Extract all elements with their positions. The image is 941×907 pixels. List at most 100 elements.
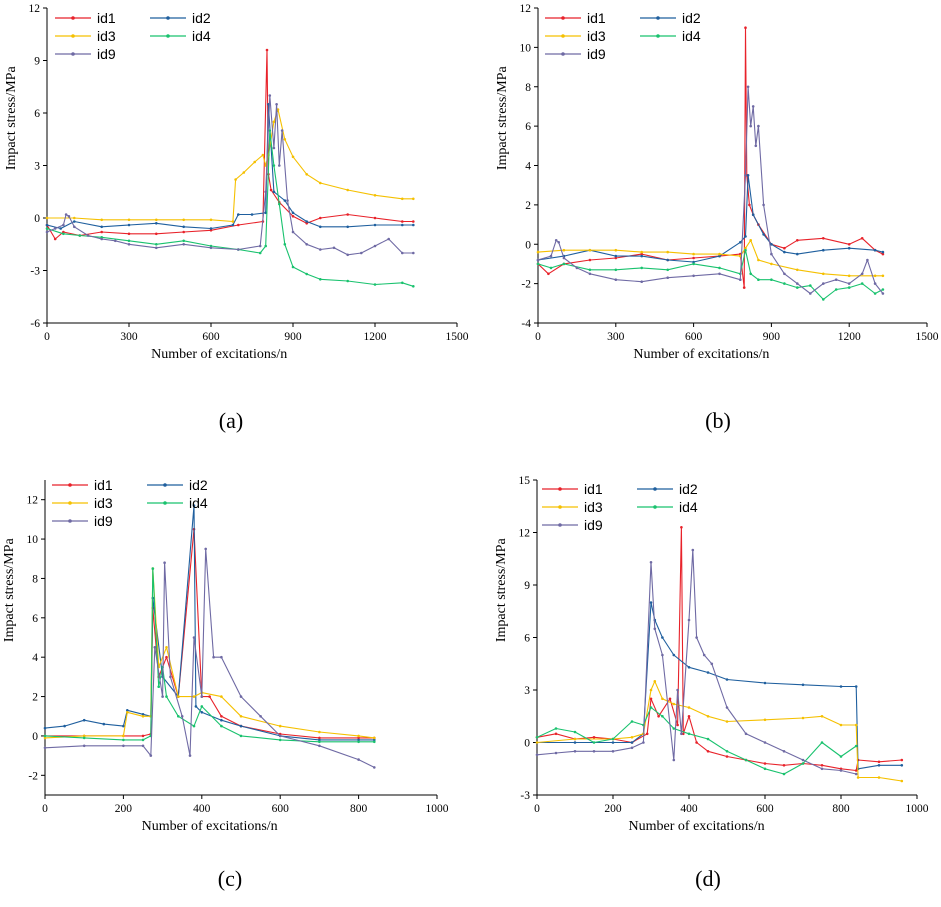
data-point-id1: [796, 239, 799, 242]
data-point-id9: [73, 225, 76, 229]
data-point-id2: [718, 254, 721, 258]
data-point-id3: [220, 695, 223, 698]
legend-marker-id3: [558, 505, 562, 509]
data-point-id4: [165, 695, 168, 698]
y-axis-title: Impact stress/MPa: [4, 66, 19, 171]
legend-label-id2: id2: [682, 10, 701, 26]
data-point-id3: [763, 718, 767, 722]
data-point-id9: [209, 246, 213, 250]
data-point-id1: [782, 764, 786, 767]
data-point-id4: [725, 750, 729, 753]
data-point-id9: [702, 653, 706, 657]
data-point-id9: [373, 766, 376, 769]
legend-marker-id1: [71, 16, 75, 20]
data-point-id9: [762, 203, 765, 207]
data-point-id4: [763, 767, 767, 771]
y-tick-label: 6: [524, 633, 530, 645]
data-point-id9: [691, 548, 695, 552]
data-point-id3: [182, 218, 185, 222]
data-point-id2: [319, 225, 322, 229]
data-point-id9: [412, 251, 415, 255]
data-point-id1: [854, 769, 858, 772]
data-point-id9: [782, 750, 786, 753]
data-point-id9: [642, 741, 645, 744]
data-point-id9: [687, 618, 691, 622]
panel-a: 0 300 600 900 1200 1500 -6 -3 0 3 6 9 12 Number of ex…: [0, 0, 470, 400]
data-point-id9: [122, 744, 125, 748]
data-point-id9: [149, 754, 153, 757]
data-point-id3: [73, 216, 76, 220]
data-point-id3: [640, 250, 643, 254]
data-point-id9: [212, 655, 215, 659]
legend-label-id2: id2: [679, 481, 698, 497]
data-point-id3: [412, 197, 415, 201]
data-point-id9: [614, 278, 618, 282]
data-point-id4: [291, 265, 295, 269]
legend-label-id3: id3: [94, 495, 113, 511]
data-point-id4: [873, 292, 877, 295]
data-point-id1: [668, 697, 672, 701]
data-point-id3: [127, 218, 131, 222]
data-point-id9: [562, 256, 566, 260]
y-tick-label: 0: [525, 239, 531, 251]
data-point-id3: [43, 736, 47, 740]
data-point-id9: [573, 750, 577, 753]
data-point-id2: [881, 250, 885, 254]
data-point-id3: [661, 697, 664, 701]
x-tick-label: 300: [120, 331, 138, 343]
data-point-id1: [783, 246, 786, 250]
y-tick-label: 10: [27, 534, 39, 546]
x-tick-label: 600: [685, 331, 703, 343]
data-point-id4: [373, 283, 377, 286]
data-point-id1: [357, 736, 360, 740]
data-point-id4: [809, 284, 812, 287]
data-point-id9: [866, 258, 869, 262]
y-tick-label: 4: [32, 652, 38, 664]
data-point-id3: [261, 153, 265, 157]
data-point-id4: [782, 772, 786, 776]
data-point-id9: [141, 744, 145, 748]
legend-marker-id9: [558, 523, 562, 527]
data-point-id9: [557, 241, 560, 244]
legend-marker-id2: [656, 16, 660, 20]
y-tick-label: 12: [520, 3, 532, 15]
legend-label-id4: id4: [679, 499, 698, 515]
data-point-id9: [809, 292, 812, 295]
x-tick-label: 600: [272, 803, 290, 815]
chart-a: 0 300 600 900 1200 1500 -6 -3 0 3 6 9 12 Number of ex…: [4, 3, 469, 362]
data-point-id2: [762, 233, 765, 236]
data-point-id4: [192, 724, 196, 728]
data-point-id2: [231, 223, 235, 227]
data-point-id2: [43, 726, 47, 730]
legend-label-id2: id2: [192, 10, 211, 26]
data-point-id2: [611, 741, 615, 744]
data-point-id9: [220, 655, 223, 659]
data-point-id4: [305, 272, 309, 276]
legend-marker-id4: [166, 34, 170, 38]
data-point-id3: [744, 246, 747, 250]
y-tick-label: 8: [32, 573, 38, 585]
data-point-id9: [360, 251, 363, 255]
data-point-id1: [847, 243, 851, 246]
data-point-id1: [763, 762, 767, 765]
data-point-id2: [126, 709, 129, 712]
data-point-id2: [763, 681, 767, 685]
data-point-id4: [854, 744, 858, 748]
data-point-id3: [900, 779, 904, 783]
data-point-id4: [881, 288, 885, 291]
data-point-id9: [744, 174, 747, 177]
data-point-id1: [547, 272, 550, 276]
data-point-id3: [749, 239, 752, 242]
data-point-id1: [208, 695, 211, 698]
data-point-id1: [554, 732, 558, 736]
data-point-id3: [536, 250, 540, 254]
data-point-id1: [692, 256, 695, 260]
data-point-id9: [854, 772, 858, 776]
data-point-id1: [695, 741, 698, 744]
chart-b: 0 300 600 900 1200 1500 -4 -2 0 2 4 6 8 10 12 Number of…: [495, 3, 939, 362]
data-point-id4: [706, 737, 710, 741]
data-point-id2: [672, 653, 676, 657]
data-point-id9: [114, 239, 117, 243]
y-tick-label: 0: [34, 213, 40, 225]
